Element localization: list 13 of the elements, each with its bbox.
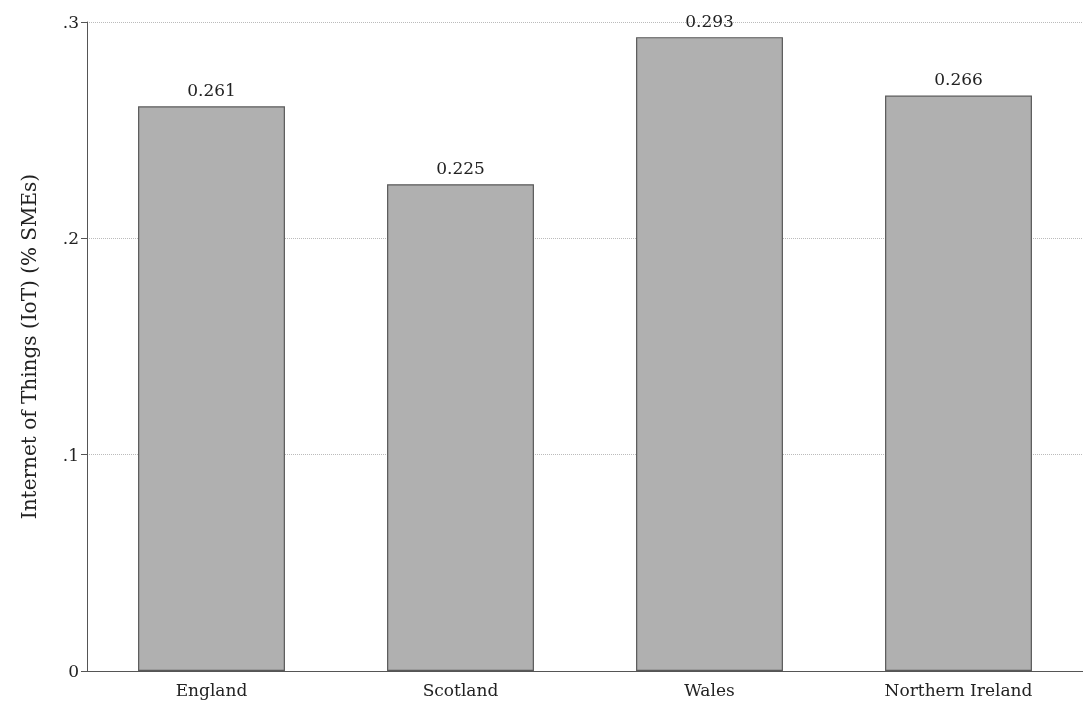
data-label: 0.261 <box>187 79 236 100</box>
y-tick-label: .1 <box>62 444 79 465</box>
data-label: 0.293 <box>685 10 734 31</box>
x-tick-label: Scotland <box>422 679 499 700</box>
data-label: 0.266 <box>934 69 983 90</box>
y-tick-label: .2 <box>62 228 79 249</box>
x-tick-label: England <box>175 679 248 700</box>
x-tick-label: Wales <box>684 679 735 700</box>
y-tick-label: .3 <box>62 12 79 32</box>
y-axis-title: Internet of Things (IoT) (% SMEs) <box>17 173 41 520</box>
data-label: 0.225 <box>436 157 485 178</box>
y-tick-label: 0 <box>68 661 79 681</box>
x-tick-label: Northern Ireland <box>884 679 1033 700</box>
